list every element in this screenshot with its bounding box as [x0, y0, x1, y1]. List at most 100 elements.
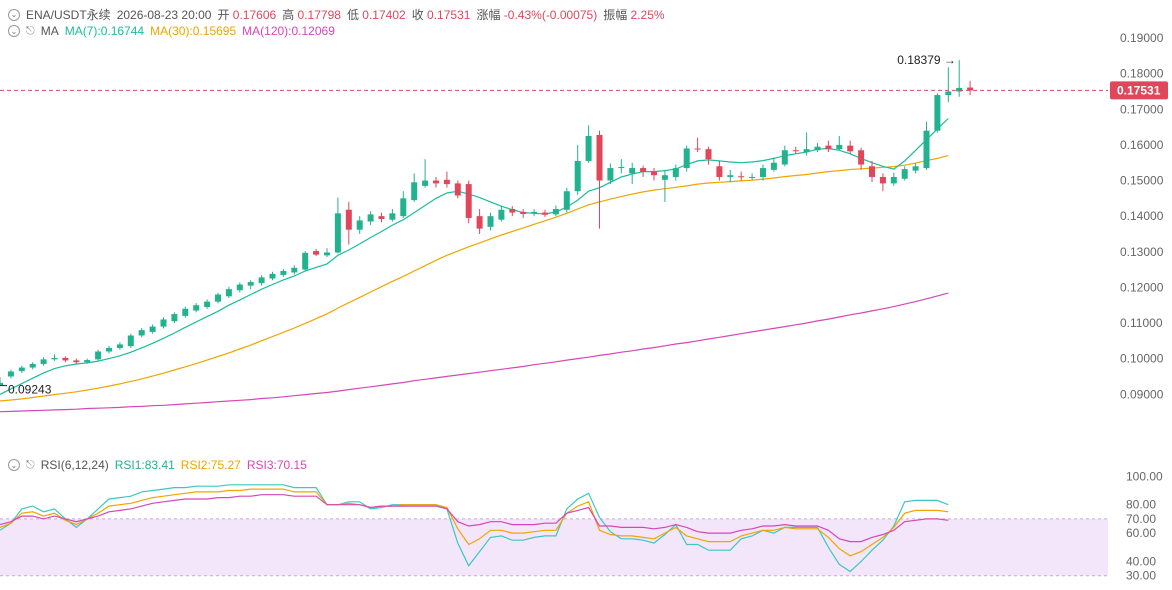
bell-icon[interactable]: ⎋ [26, 24, 35, 37]
candle-body [422, 180, 429, 186]
candle-body [95, 351, 102, 360]
candle-body [291, 267, 298, 273]
candle-body [106, 347, 112, 352]
ma30-line-group [0, 155, 949, 402]
candle-body [956, 87, 963, 92]
rsi-y-tick-label: 30.00 [1126, 569, 1156, 583]
candle [280, 268, 287, 277]
candle-body [705, 149, 712, 160]
candle-body [847, 145, 854, 152]
candle-body [912, 166, 919, 171]
candle [18, 365, 25, 373]
candle-body [324, 252, 330, 256]
candle [225, 286, 232, 299]
candle [727, 169, 734, 183]
candle-body [454, 183, 461, 196]
candle [585, 125, 592, 163]
candle [574, 144, 581, 195]
rsi-y-tick-label: 70.00 [1126, 512, 1156, 526]
y-tick-label: 0.17000 [1120, 102, 1164, 116]
candle [29, 362, 36, 370]
candle-body [542, 212, 548, 215]
candle-body [40, 359, 47, 364]
candle [247, 280, 254, 290]
candle [51, 354, 58, 361]
ma7-line [0, 118, 949, 395]
candle [847, 140, 854, 154]
candle-body [890, 176, 897, 184]
candle [95, 349, 102, 361]
candle [345, 201, 352, 245]
candle-body [651, 171, 657, 176]
candle [716, 160, 723, 181]
candle [661, 169, 668, 202]
candle-body [389, 213, 396, 220]
candle [236, 282, 243, 293]
candle-body [487, 216, 494, 227]
ma30-line [0, 155, 949, 402]
candle [945, 67, 952, 103]
ohlc-close: 收 0.17531 [411, 8, 471, 22]
ma120-value: MA(120):0.12069 [242, 24, 335, 38]
candle [258, 275, 265, 286]
candle [967, 80, 974, 96]
ma-collapse-chevron-icon[interactable]: ⌄ [8, 25, 20, 37]
current-price-tag [1110, 81, 1168, 100]
candle-body [29, 363, 36, 368]
y-tick-label: 0.10000 [1120, 352, 1164, 366]
rsi-y-tick-label: 100.00 [1126, 469, 1163, 483]
rsi-indicator-title[interactable]: RSI(6,12,24) [40, 458, 109, 472]
candle-body [0, 382, 3, 385]
price-annotations: 0.18379 → 0.09243 [0, 53, 956, 397]
candle-body [73, 360, 80, 363]
symbol-name[interactable]: ENA/USDT永续 [26, 8, 111, 22]
candle-body [269, 273, 276, 279]
candle [411, 173, 418, 202]
candle-body [520, 211, 527, 215]
candle-body [923, 130, 930, 169]
rsi-y-tick-label: 60.00 [1126, 526, 1156, 540]
candle-body [792, 150, 799, 152]
candle-body [476, 216, 483, 229]
candle-body [160, 319, 167, 327]
candle [73, 358, 80, 365]
candle [433, 176, 439, 188]
candle [542, 209, 548, 217]
candle-body [7, 371, 14, 377]
ohlc-low: 低 0.17402 [346, 8, 406, 22]
candle-body [563, 191, 570, 210]
candle [858, 147, 865, 170]
candle-body [869, 166, 875, 177]
current-price-marker: 0.17531 [0, 81, 1168, 100]
y-tick-label: 0.14000 [1120, 209, 1164, 223]
collapse-chevron-icon[interactable]: ⌄ [8, 8, 20, 21]
ohlc-high: 高 0.17798 [282, 8, 341, 22]
rsi-bell-icon[interactable]: ⎋ [26, 458, 35, 471]
candle [912, 163, 919, 174]
amplitude: 振幅 2.25% [603, 8, 665, 22]
rsi-collapse-chevron-icon[interactable]: ⌄ [8, 459, 20, 471]
candle-body [803, 149, 810, 153]
candle-body [443, 179, 450, 185]
rsi2-value: RSI2:75.27 [180, 458, 241, 472]
candle-body [302, 252, 309, 270]
candle-body [498, 209, 505, 220]
candle-body [640, 168, 647, 172]
candle [563, 187, 570, 213]
candle [836, 136, 843, 151]
rsi3-value: RSI3:70.15 [246, 458, 307, 472]
candle [596, 130, 603, 229]
rsi1-line [0, 484, 949, 573]
candle-body [531, 211, 538, 214]
candle-body [116, 344, 123, 348]
rsi-band [0, 518, 1108, 576]
candle [781, 145, 788, 167]
high-annotation: 0.18379 → [897, 53, 956, 67]
candle [956, 60, 963, 97]
candle [629, 162, 636, 185]
candle-body [607, 168, 614, 181]
ma-indicator-title[interactable]: MA [40, 24, 59, 38]
candle-body [934, 95, 941, 131]
